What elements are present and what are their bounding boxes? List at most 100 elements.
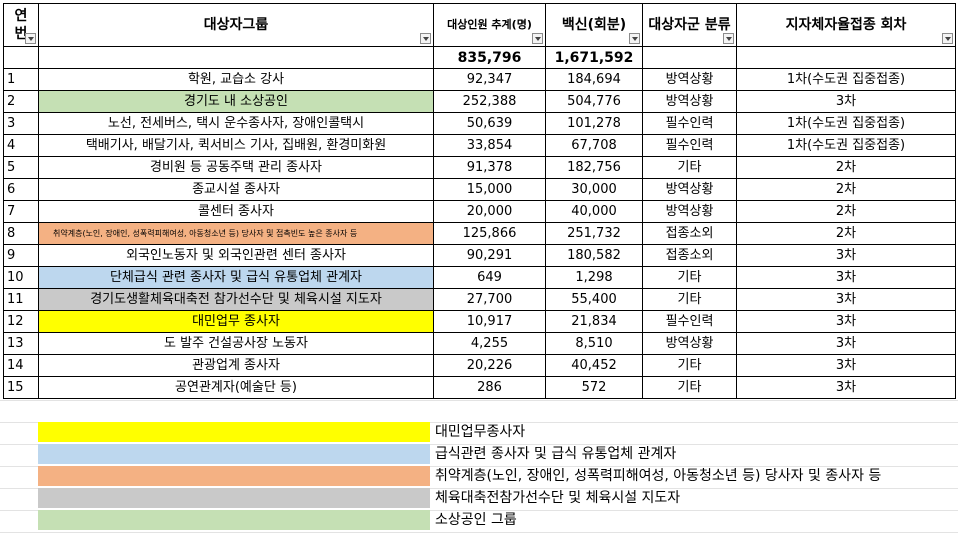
row-group-cell[interactable]: 노선, 전세버스, 택시 운수종사자, 장애인콜택시 [38, 112, 434, 135]
total-est-cell[interactable]: 835,796 [433, 46, 546, 69]
row-group-cell[interactable]: 콜센터 종사자 [38, 200, 434, 223]
legend-label[interactable]: 체육대축전참가선수단 및 체육시설 지도자 [435, 490, 681, 506]
row-category-cell[interactable]: 필수인력 [642, 310, 737, 333]
row-round-cell[interactable]: 3차 [736, 266, 956, 289]
row-group-cell[interactable]: 학원, 교습소 강사 [38, 68, 434, 91]
header-category[interactable]: 대상자군 분류 [642, 3, 737, 47]
row-round-cell[interactable]: 2차 [736, 156, 956, 179]
row-category-cell[interactable]: 방역상황 [642, 68, 737, 91]
row-no-cell[interactable]: 6 [3, 178, 39, 201]
row-est-cell[interactable]: 33,854 [433, 134, 546, 157]
row-category-cell[interactable]: 기타 [642, 354, 737, 377]
row-group-cell[interactable]: 경기도생활체육대축전 참가선수단 및 체육시설 지도자 [38, 288, 434, 311]
row-no-cell[interactable]: 14 [3, 354, 39, 377]
legend-swatch[interactable] [38, 488, 430, 508]
filter-dropdown-icon[interactable] [25, 33, 36, 44]
row-no-cell[interactable]: 4 [3, 134, 39, 157]
row-round-cell[interactable]: 1차(수도권 집중접종) [736, 134, 956, 157]
row-group-cell[interactable]: 취약계층(노인, 장애인, 성폭력피해여성, 아동청소년 등) 당사자 및 접촉… [38, 222, 434, 245]
row-no-cell[interactable]: 8 [3, 222, 39, 245]
filter-dropdown-icon[interactable] [942, 33, 953, 44]
row-no-cell[interactable]: 10 [3, 266, 39, 289]
row-round-cell[interactable]: 3차 [736, 244, 956, 267]
legend-label[interactable]: 소상공인 그룹 [435, 512, 517, 528]
row-group-cell[interactable]: 경비원 등 공동주택 관리 종사자 [38, 156, 434, 179]
row-category-cell[interactable]: 방역상황 [642, 200, 737, 223]
row-est-cell[interactable]: 4,255 [433, 332, 546, 355]
row-est-cell[interactable]: 252,388 [433, 90, 546, 113]
row-vaccine-cell[interactable]: 21,834 [545, 310, 643, 333]
row-vaccine-cell[interactable]: 8,510 [545, 332, 643, 355]
header-group[interactable]: 대상자그룹 [38, 3, 434, 47]
row-group-cell[interactable]: 종교시설 종사자 [38, 178, 434, 201]
row-round-cell[interactable]: 3차 [736, 332, 956, 355]
row-category-cell[interactable]: 기타 [642, 266, 737, 289]
row-round-cell[interactable]: 3차 [736, 310, 956, 333]
header-vaccine[interactable]: 백신(회분) [545, 3, 643, 47]
total-round-cell[interactable] [736, 46, 956, 69]
row-category-cell[interactable]: 기타 [642, 156, 737, 179]
row-vaccine-cell[interactable]: 40,452 [545, 354, 643, 377]
filter-dropdown-icon[interactable] [723, 33, 734, 44]
row-est-cell[interactable]: 649 [433, 266, 546, 289]
row-round-cell[interactable]: 3차 [736, 354, 956, 377]
row-vaccine-cell[interactable]: 40,000 [545, 200, 643, 223]
row-group-cell[interactable]: 대민업무 종사자 [38, 310, 434, 333]
row-group-cell[interactable]: 관광업계 종사자 [38, 354, 434, 377]
filter-dropdown-icon[interactable] [532, 33, 543, 44]
row-no-cell[interactable]: 7 [3, 200, 39, 223]
row-no-cell[interactable]: 15 [3, 376, 39, 399]
header-round[interactable]: 지자체자율접종 회차 [736, 3, 956, 47]
row-vaccine-cell[interactable]: 1,298 [545, 266, 643, 289]
row-round-cell[interactable]: 1차(수도권 집중접종) [736, 68, 956, 91]
row-round-cell[interactable]: 3차 [736, 288, 956, 311]
row-group-cell[interactable]: 도 발주 건설공사장 노동자 [38, 332, 434, 355]
row-category-cell[interactable]: 필수인력 [642, 112, 737, 135]
filter-dropdown-icon[interactable] [420, 33, 431, 44]
row-vaccine-cell[interactable]: 184,694 [545, 68, 643, 91]
row-no-cell[interactable]: 3 [3, 112, 39, 135]
row-est-cell[interactable]: 125,866 [433, 222, 546, 245]
row-round-cell[interactable]: 3차 [736, 90, 956, 113]
row-vaccine-cell[interactable]: 67,708 [545, 134, 643, 157]
row-vaccine-cell[interactable]: 30,000 [545, 178, 643, 201]
row-est-cell[interactable]: 15,000 [433, 178, 546, 201]
row-group-cell[interactable]: 외국인노동자 및 외국인관련 센터 종사자 [38, 244, 434, 267]
row-round-cell[interactable]: 2차 [736, 222, 956, 245]
row-no-cell[interactable]: 12 [3, 310, 39, 333]
row-vaccine-cell[interactable]: 182,756 [545, 156, 643, 179]
row-category-cell[interactable]: 접종소외 [642, 222, 737, 245]
legend-label[interactable]: 취약계층(노인, 장애인, 성폭력피해여성, 아동청소년 등) 당사자 및 종사… [435, 468, 882, 484]
row-round-cell[interactable]: 3차 [736, 376, 956, 399]
header-no[interactable]: 연번 [3, 3, 39, 47]
row-category-cell[interactable]: 기타 [642, 376, 737, 399]
row-est-cell[interactable]: 20,000 [433, 200, 546, 223]
total-vaccine-cell[interactable]: 1,671,592 [545, 46, 643, 69]
filter-dropdown-icon[interactable] [629, 33, 640, 44]
row-vaccine-cell[interactable]: 504,776 [545, 90, 643, 113]
row-category-cell[interactable]: 접종소외 [642, 244, 737, 267]
row-group-cell[interactable]: 택배기사, 배달기사, 퀵서비스 기사, 집배원, 환경미화원 [38, 134, 434, 157]
row-est-cell[interactable]: 10,917 [433, 310, 546, 333]
row-no-cell[interactable]: 5 [3, 156, 39, 179]
row-category-cell[interactable]: 방역상황 [642, 178, 737, 201]
row-round-cell[interactable]: 2차 [736, 178, 956, 201]
row-est-cell[interactable]: 91,378 [433, 156, 546, 179]
row-category-cell[interactable]: 기타 [642, 288, 737, 311]
row-est-cell[interactable]: 90,291 [433, 244, 546, 267]
row-vaccine-cell[interactable]: 180,582 [545, 244, 643, 267]
row-group-cell[interactable]: 경기도 내 소상공인 [38, 90, 434, 113]
row-vaccine-cell[interactable]: 251,732 [545, 222, 643, 245]
row-category-cell[interactable]: 방역상황 [642, 332, 737, 355]
row-category-cell[interactable]: 필수인력 [642, 134, 737, 157]
legend-label[interactable]: 대민업무종사자 [435, 424, 526, 440]
row-est-cell[interactable]: 27,700 [433, 288, 546, 311]
row-group-cell[interactable]: 공연관계자(예술단 등) [38, 376, 434, 399]
row-est-cell[interactable]: 92,347 [433, 68, 546, 91]
row-round-cell[interactable]: 2차 [736, 200, 956, 223]
row-no-cell[interactable]: 1 [3, 68, 39, 91]
row-est-cell[interactable]: 286 [433, 376, 546, 399]
row-est-cell[interactable]: 20,226 [433, 354, 546, 377]
row-vaccine-cell[interactable]: 572 [545, 376, 643, 399]
legend-swatch[interactable] [38, 510, 430, 530]
